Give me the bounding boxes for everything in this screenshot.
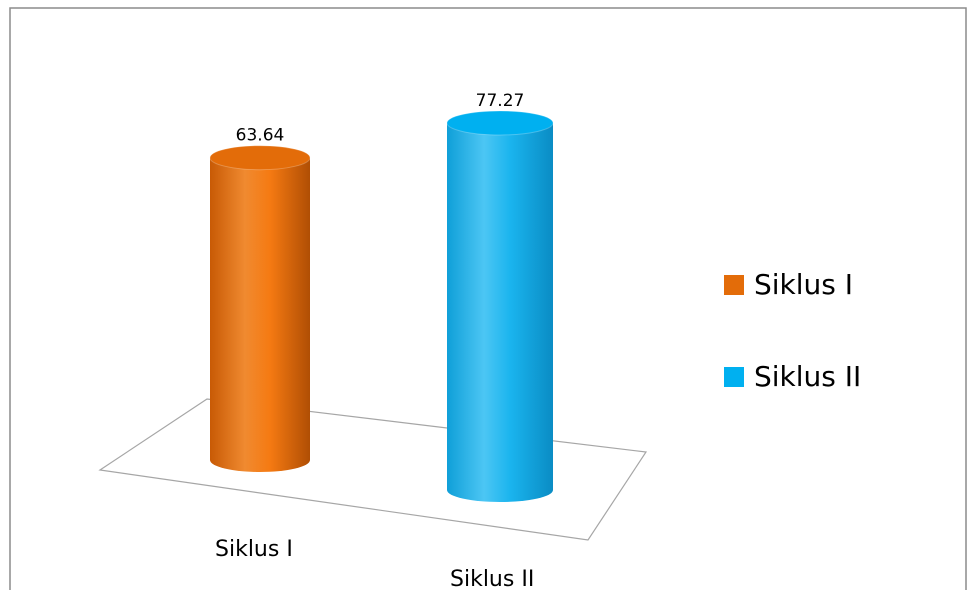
x-tick-label: Siklus I xyxy=(215,537,293,562)
cylinder-body xyxy=(210,157,310,472)
legend-swatch xyxy=(724,275,744,295)
cylinder-top xyxy=(209,145,311,171)
cylinder-top xyxy=(446,110,554,136)
legend-label: Siklus I xyxy=(754,268,853,301)
data-label: 63.64 xyxy=(236,126,285,146)
cylinder xyxy=(209,145,311,472)
floor xyxy=(98,398,648,541)
legend-label: Siklus II xyxy=(754,360,861,393)
chart-frame xyxy=(9,7,967,590)
x-tick-label: Siklus II xyxy=(450,567,534,590)
legend-swatch xyxy=(724,367,744,387)
cylinder-body xyxy=(447,122,553,502)
data-label: 77.27 xyxy=(476,91,525,111)
cylinder xyxy=(446,110,554,502)
